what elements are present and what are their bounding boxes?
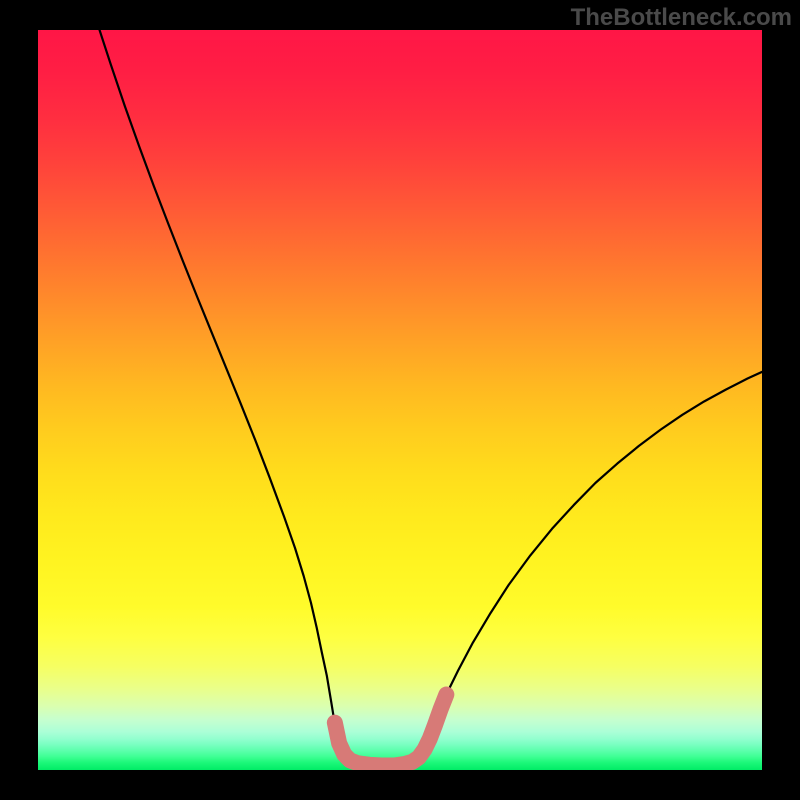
gradient-background — [38, 30, 762, 770]
plot-area — [38, 30, 762, 770]
watermark-text: TheBottleneck.com — [571, 4, 792, 32]
chart-svg — [38, 30, 762, 770]
